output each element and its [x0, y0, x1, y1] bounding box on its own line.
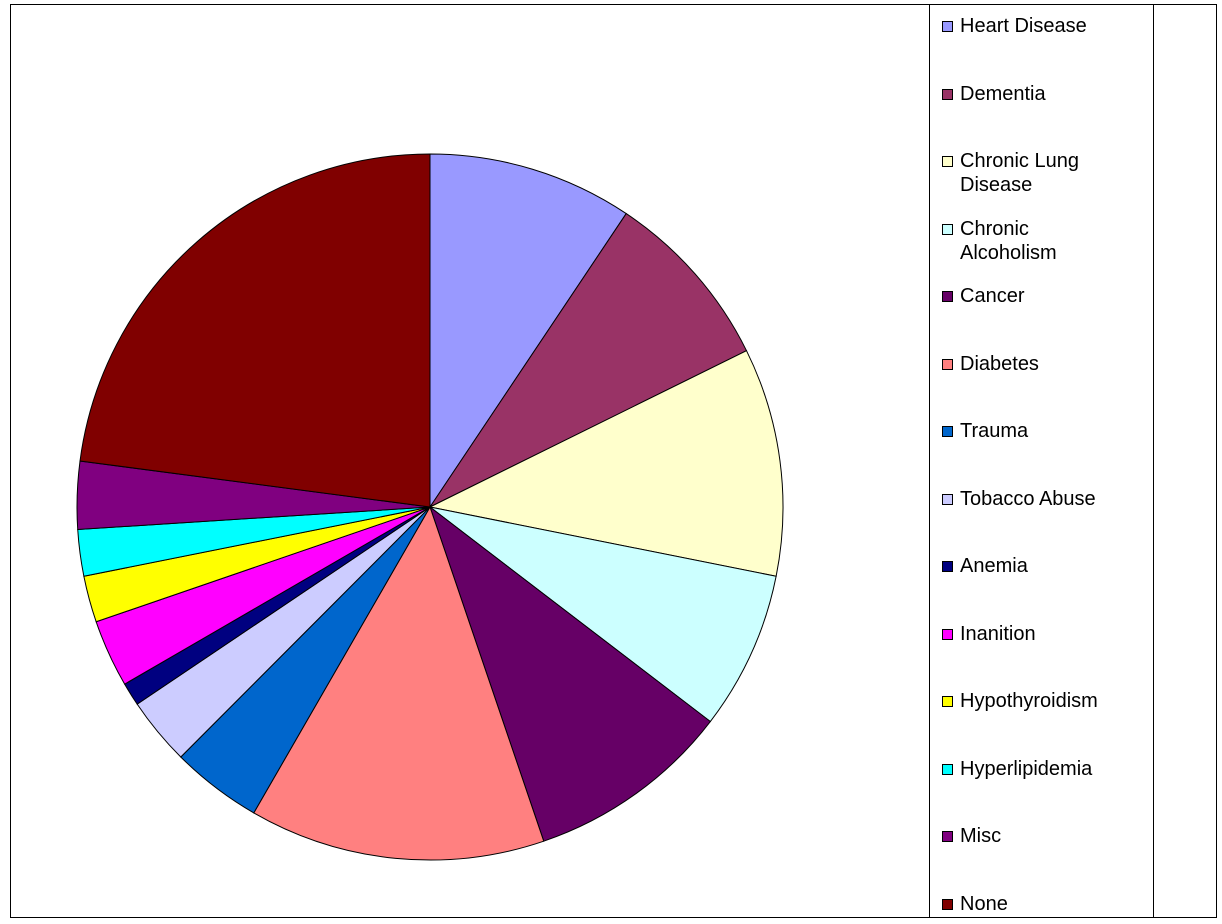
legend-swatch — [942, 696, 953, 707]
legend-label: Chronic Alcoholism — [960, 217, 1057, 264]
legend-swatch — [942, 358, 953, 370]
legend: Heart Disease Dementia Chronic Lung Diseas… — [929, 4, 1154, 918]
pie-chart — [76, 153, 784, 861]
legend-swatch — [942, 628, 953, 640]
legend-swatch — [942, 493, 953, 505]
pie-slice-chronic-alcoholism — [429, 506, 777, 723]
pie-slice-chronic-lung-disease — [428, 350, 784, 577]
legend-label: Chronic Lung Disease — [960, 150, 1079, 196]
legend-label: Trauma — [960, 420, 1029, 442]
legend-label: Hypothyroidism — [960, 690, 1098, 712]
legend-swatch — [942, 898, 953, 910]
legend-label: Diabetes — [960, 352, 1039, 375]
legend-label: Cancer — [960, 285, 1025, 307]
legend-label: Hyperlipidemia — [960, 757, 1093, 780]
legend-label: Anemia — [960, 555, 1028, 577]
legend-swatch — [942, 88, 953, 100]
pie-slice-dementia — [428, 212, 748, 509]
pie-slice-none — [79, 153, 431, 508]
legend-label: Dementia — [960, 82, 1046, 105]
legend-swatch — [942, 223, 953, 235]
legend-label: Misc — [960, 825, 1002, 847]
pie-slice-cancer — [428, 505, 712, 842]
legend-swatch — [942, 763, 953, 775]
legend-swatch — [942, 831, 953, 842]
legend-swatch — [942, 156, 953, 167]
legend-swatch — [942, 291, 953, 302]
pie-slice-diabetes — [253, 505, 545, 861]
legend-swatch — [942, 426, 953, 437]
legend-swatch — [942, 21, 953, 32]
pie-slice-heart-disease — [429, 153, 627, 509]
legend-label: Inanition — [960, 622, 1036, 645]
legend-label: Tobacco Abuse — [960, 487, 1096, 510]
legend-swatch — [942, 561, 953, 572]
legend-label: Heart Disease — [960, 15, 1087, 37]
legend-label: None — [960, 892, 1008, 915]
